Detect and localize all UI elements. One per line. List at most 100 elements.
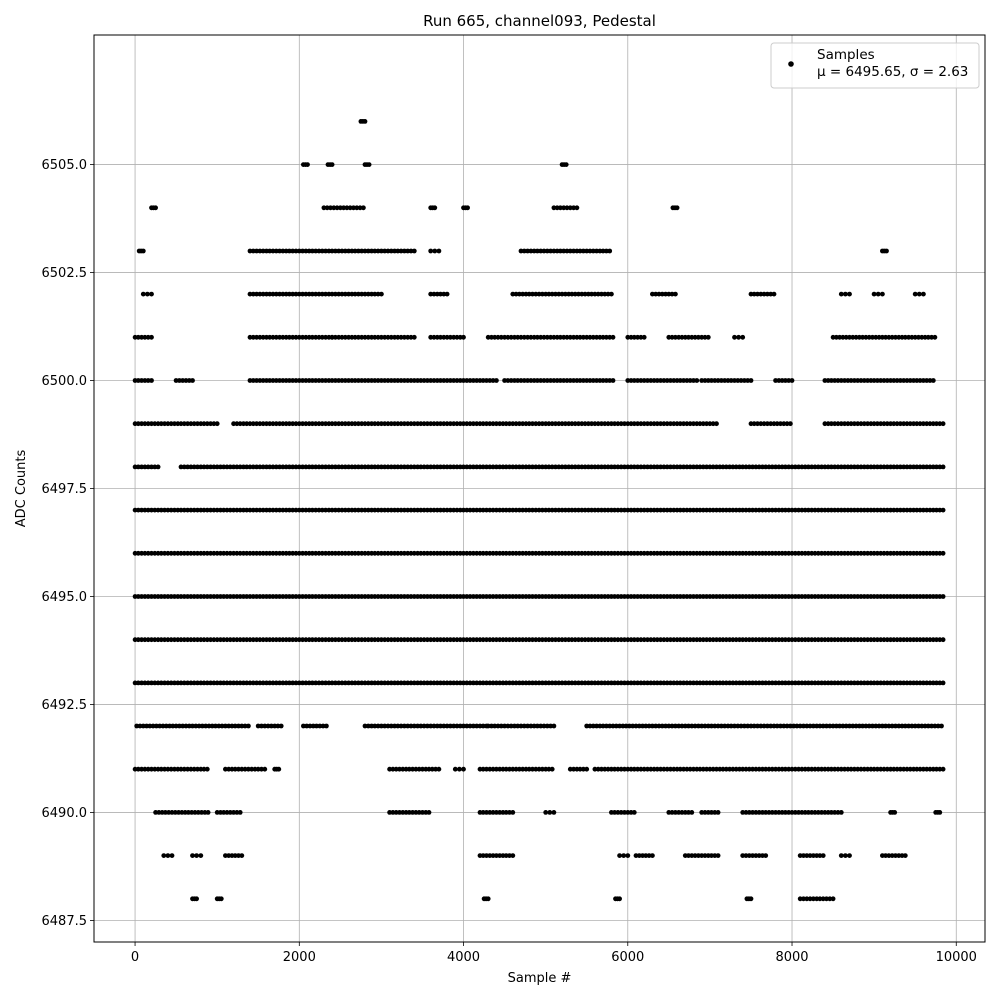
data-point (704, 421, 709, 427)
data-point (932, 334, 938, 340)
data-point (553, 680, 558, 686)
data-point (405, 637, 411, 643)
data-point (914, 594, 920, 599)
data-point (544, 378, 550, 383)
data-point (303, 248, 309, 254)
data-point (549, 464, 555, 470)
data-point (605, 507, 611, 513)
data-point (546, 766, 552, 772)
data-point (648, 594, 654, 599)
data-point (436, 248, 442, 254)
data-point (610, 378, 616, 383)
data-point (296, 248, 302, 254)
data-point (191, 637, 197, 643)
data-point (878, 680, 884, 686)
data-point (346, 680, 351, 686)
data-point (177, 378, 182, 383)
data-point (645, 464, 650, 470)
data-point (398, 550, 404, 556)
data-point (224, 507, 230, 513)
data-point (940, 421, 946, 427)
data-point (876, 723, 882, 729)
data-point (806, 810, 811, 815)
data-point (218, 896, 224, 902)
data-point (341, 205, 346, 211)
data-point (901, 766, 907, 772)
data-point (590, 378, 596, 383)
data-point (898, 680, 903, 686)
data-point (884, 464, 890, 470)
data-point (886, 334, 892, 340)
data-point (181, 680, 187, 686)
data-point (438, 637, 443, 643)
data-point (379, 378, 384, 383)
data-point (835, 378, 841, 383)
data-point (756, 464, 762, 470)
data-point (763, 637, 769, 643)
data-point (388, 637, 394, 643)
data-point (615, 637, 621, 643)
data-point (714, 550, 719, 556)
data-point (612, 594, 617, 599)
data-point (870, 723, 875, 729)
data-point (582, 550, 588, 556)
data-point (673, 291, 678, 297)
data-point (917, 550, 923, 556)
data-point (686, 723, 691, 729)
data-point (707, 680, 713, 686)
data-point (316, 334, 322, 340)
data-point (277, 248, 282, 254)
data-point (755, 421, 760, 427)
data-point (471, 550, 476, 556)
data-point (273, 507, 279, 513)
data-point (684, 464, 690, 470)
data-point (273, 637, 279, 643)
data-point (471, 378, 476, 383)
data-point (572, 291, 578, 297)
data-point (273, 291, 279, 297)
data-point (704, 766, 709, 772)
data-point (788, 421, 793, 427)
data-point (135, 550, 141, 556)
data-point (855, 464, 861, 470)
data-point (172, 550, 177, 556)
data-point (714, 464, 719, 470)
data-point (898, 378, 903, 383)
data-point (687, 550, 693, 556)
data-point (438, 723, 443, 729)
data-point (599, 421, 604, 427)
data-point (907, 464, 913, 470)
data-point (750, 766, 755, 772)
data-point (855, 594, 861, 599)
data-point (878, 550, 884, 556)
data-point (875, 378, 880, 383)
data-point (769, 550, 775, 556)
data-point (668, 680, 673, 686)
data-point (352, 507, 358, 513)
data-point (494, 810, 499, 815)
data-point (452, 766, 458, 772)
data-point (195, 507, 200, 513)
data-point (884, 550, 890, 556)
data-point (875, 550, 880, 556)
data-point (796, 637, 801, 643)
data-point (214, 810, 220, 815)
data-point (901, 550, 907, 556)
data-point (375, 291, 381, 297)
data-point (441, 378, 447, 383)
data-point (467, 550, 473, 556)
data-point (881, 766, 887, 772)
data-point (497, 637, 503, 643)
data-point (465, 205, 470, 211)
data-point (518, 248, 524, 254)
data-point (461, 421, 466, 427)
data-point (438, 378, 443, 383)
data-point (681, 507, 686, 513)
data-point (503, 464, 509, 470)
data-point (692, 853, 698, 858)
data-point (208, 507, 214, 513)
data-point (835, 421, 841, 427)
data-point (904, 507, 910, 513)
data-point (769, 766, 775, 772)
data-point (801, 853, 806, 858)
